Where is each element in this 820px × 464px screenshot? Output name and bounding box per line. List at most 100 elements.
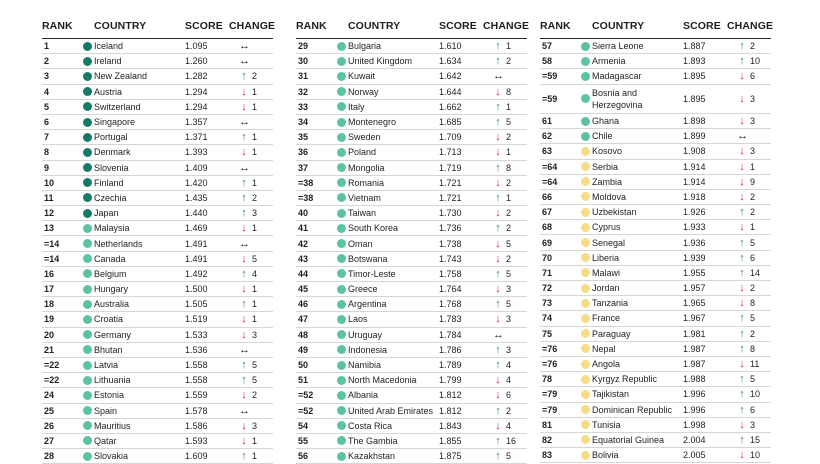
score-cell: 1.987 [683,359,706,370]
status-dot-icon [336,284,346,294]
dot-cell [80,56,94,66]
status-dot-icon [336,239,346,249]
country-cell: Portugal [94,132,128,143]
score-cell: 1.440 [185,208,208,219]
arrow-down-icon: ↓ [495,313,501,326]
change-cell: ↓ 2 [483,131,527,143]
status-dot-icon [82,208,92,218]
status-dot-icon [580,389,590,399]
rank-cell: 49 [298,344,309,355]
country-cell: Iceland [94,41,124,52]
status-dot-icon [580,359,590,369]
score-cell: 1.926 [683,207,706,218]
rank-cell: 66 [542,191,553,202]
table-row: 72 Jordan 1.957 ↓ 2 [540,281,771,297]
arrow-down-icon: ↓ [739,175,745,188]
score-cell: 1.558 [185,360,208,371]
status-dot-icon [580,268,590,278]
score-cell: 1.799 [439,375,462,386]
change-cell: ↓ 1 [229,435,273,447]
arrow-down-icon: ↓ [495,252,501,265]
change-value: 5 [506,117,512,128]
dot-cell [578,116,592,126]
table-row: 73 Tanzania 1.965 ↓ 8 [540,296,771,312]
score-cell: 1.957 [683,283,706,294]
score-cell: 1.933 [683,222,706,233]
change-cell: ↓ 1 [483,146,527,158]
arrow-down-icon: ↓ [739,358,745,371]
score-cell: 1.505 [185,299,208,310]
country-cell: Slovenia [94,162,129,173]
table-row: 26 Mauritius 1.586 ↓ 3 [42,419,273,434]
score-cell: 1.918 [683,191,706,202]
dot-cell [578,450,592,460]
table-row: 66 Moldova 1.918 ↓ 2 [540,190,771,206]
score-cell: 1.996 [683,389,706,400]
dot-cell [80,41,94,51]
dot-cell [578,238,592,248]
status-dot-icon [336,208,346,218]
change-value: 8 [506,86,512,97]
status-dot-icon [580,313,590,323]
table-header: RANK COUNTRY SCORE CHANGE [540,14,773,39]
arrow-up-icon: ↑ [495,298,501,311]
dot-cell [80,193,94,203]
rank-cell: 69 [542,237,553,248]
score-cell: 1.987 [683,343,706,354]
table-rows: 1 Iceland 1.095 ↔ 2 Ireland 1.260 ↔ 3 New Zealand… [42,39,273,464]
dot-cell [80,71,94,81]
score-cell: 1.996 [683,404,706,415]
dot-cell [578,71,592,81]
status-dot-icon [82,299,92,309]
arrow-down-icon: ↓ [495,176,501,189]
arrow-up-icon: ↑ [495,40,501,53]
country-cell: Netherlands [94,238,143,249]
change-value: 1 [252,177,258,188]
change-cell: ↑ 14 [727,267,771,279]
country-cell: Ireland [94,56,122,67]
score-cell: 1.914 [683,161,706,172]
change-value: 3 [506,344,512,355]
rank-cell: =76 [542,343,558,354]
dot-cell [578,283,592,293]
ranking-table-3: RANK COUNTRY SCORE CHANGE 57 Sierra Leone… [540,14,773,464]
dot-cell [578,162,592,172]
change-value: 3 [506,284,512,295]
table-row: 78 Kyrgyz Republic 1.988 ↑ 5 [540,372,771,388]
score-cell: 1.713 [439,147,462,158]
rank-cell: =22 [44,375,60,386]
country-cell: Poland [348,147,377,158]
table-row: 42 Oman 1.738 ↓ 5 [296,236,527,252]
change-cell: ↑ 1 [483,40,527,52]
score-cell: 1.393 [185,147,208,158]
change-cell: ↓ 3 [727,93,771,105]
table-row: 7 Portugal 1.371 ↑ 1 [42,130,273,146]
change-cell: ↓ 2 [727,282,771,294]
change-value: 1 [252,132,258,143]
rank-cell: 56 [298,451,309,462]
arrow-down-icon: ↓ [241,328,247,341]
dot-cell [334,163,348,173]
status-dot-icon [580,238,590,248]
change-cell: ↑ 10 [727,388,771,400]
rank-cell: 46 [298,299,309,310]
change-cell: ↓ 3 [727,145,771,157]
table-row: =59 Bosnia and Herzegovina 1.895 ↓ 3 [540,85,771,114]
score-cell: 1.895 [683,71,706,82]
dot-cell [80,360,94,370]
table-row: =14 Netherlands 1.491 ↔ [42,236,273,252]
status-dot-icon [336,345,346,355]
score-cell: 1.743 [439,253,462,264]
table-row: 48 Uruguay 1.784 ↔ [296,328,527,343]
status-dot-icon [82,239,92,249]
change-cell: ↓ 3 [229,420,273,432]
arrow-up-icon: ↑ [241,374,247,387]
table-row: =76 Angola 1.987 ↓ 11 [540,357,771,373]
score-cell: 1.893 [683,56,706,67]
rank-cell: 33 [298,101,309,112]
score-cell: 1.812 [439,390,462,401]
dot-cell [578,435,592,445]
rank-cell: 42 [298,238,309,249]
country-cell: Lithuania [94,375,131,386]
country-cell: Bulgaria [348,41,382,52]
